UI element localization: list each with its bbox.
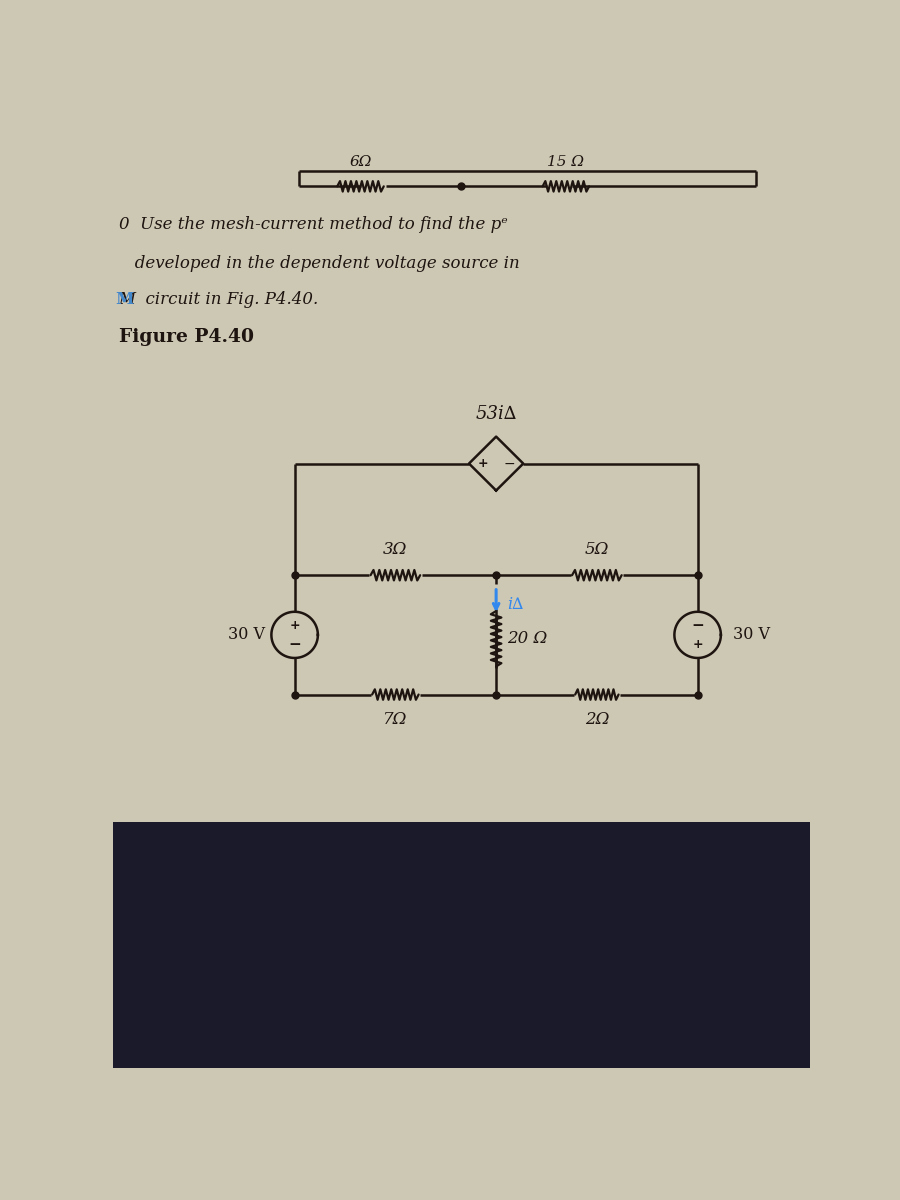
- Text: 20 Ω: 20 Ω: [507, 630, 547, 647]
- Text: 0  Use the mesh-current method to find the pᵉ: 0 Use the mesh-current method to find th…: [119, 216, 508, 233]
- Text: 53i∆: 53i∆: [475, 404, 517, 422]
- Text: 6Ω: 6Ω: [349, 156, 372, 169]
- Text: 2Ω: 2Ω: [585, 712, 609, 728]
- Text: 30 V: 30 V: [228, 626, 266, 643]
- Text: 15 Ω: 15 Ω: [547, 156, 584, 169]
- Text: +: +: [692, 638, 703, 652]
- Text: −: −: [288, 637, 301, 652]
- Text: 30 V: 30 V: [734, 626, 770, 643]
- Text: M: M: [115, 292, 134, 308]
- Text: +: +: [477, 457, 488, 470]
- Text: developed in the dependent voltage source in: developed in the dependent voltage sourc…: [119, 254, 519, 272]
- Text: Figure P4.40: Figure P4.40: [119, 328, 254, 346]
- Text: −: −: [691, 618, 704, 632]
- Text: +: +: [289, 619, 300, 631]
- FancyBboxPatch shape: [112, 822, 810, 1068]
- Text: M  circuit in Fig. P4.40.: M circuit in Fig. P4.40.: [119, 292, 319, 308]
- Text: 7Ω: 7Ω: [383, 712, 408, 728]
- Text: 5Ω: 5Ω: [585, 541, 609, 558]
- Text: i∆: i∆: [507, 596, 523, 613]
- Text: −: −: [504, 456, 516, 470]
- Text: 3Ω: 3Ω: [383, 541, 408, 558]
